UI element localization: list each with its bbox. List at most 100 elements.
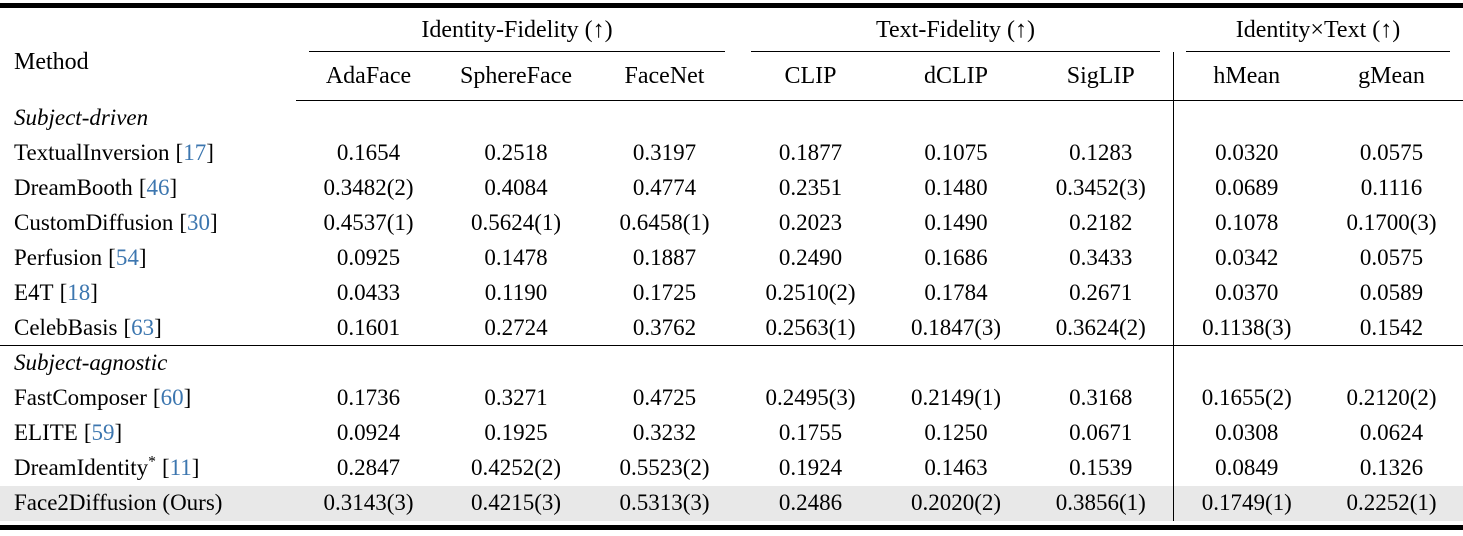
method-name: Face2Diffusion (Ours): [14, 490, 223, 515]
citation: [30]: [179, 210, 218, 235]
table-row: E4T [18] 0.0433 0.1190 0.1725 0.2510(2) 0…: [0, 275, 1463, 311]
column-header-hmean: hMean: [1172, 52, 1320, 101]
metric-cell: 0.1700(3): [1346, 210, 1437, 235]
metric-cell: 0.3482(2): [323, 175, 414, 200]
metric-cell: 0.1847(3): [910, 314, 1002, 340]
citation-link[interactable]: 63: [131, 314, 155, 340]
metric-cell: 0.1784: [924, 280, 988, 305]
metric-cell: 0.4774: [632, 175, 697, 200]
citation-link[interactable]: 59: [91, 420, 115, 445]
section-row-spacer: [1172, 100, 1463, 136]
asterisk-marker: *: [148, 453, 156, 471]
section-row: Subject-driven: [0, 100, 1463, 136]
results-table-frame: Method Identity-Fidelity (↑) Text-Fideli…: [0, 3, 1463, 530]
metric-cell: 0.1539: [1069, 455, 1133, 480]
metric-cell: 0.1655(2): [1172, 380, 1320, 416]
metric-cell: 0.3271: [484, 385, 548, 410]
table-row: FastComposer [60] 0.1736 0.3271 0.4725 0.…: [0, 380, 1463, 416]
method-name: TextualInversion: [14, 140, 170, 165]
metric-cell: 0.2563(1): [765, 314, 856, 340]
metric-cell: 0.0624: [1359, 420, 1424, 445]
metric-cell: 0.0433: [336, 280, 401, 305]
metric-cell: 0.0924: [336, 420, 401, 445]
section-row: Subject-agnostic: [0, 345, 1463, 381]
method-cell: ELITE [59]: [0, 416, 296, 451]
citation-link[interactable]: 11: [169, 455, 192, 480]
metric-cell: 0.0308: [1172, 415, 1320, 451]
table-row: DreamIdentity* [11] 0.2847 0.4252(2) 0.55…: [0, 450, 1463, 486]
metric-cell: 0.1686: [924, 245, 988, 270]
citation-link[interactable]: 18: [67, 280, 91, 305]
metric-cell: 0.2518: [484, 140, 548, 165]
metric-cell: 0.5523(2): [619, 455, 710, 480]
method-cell: CustomDiffusion [30]: [0, 206, 296, 241]
method-cell: Face2Diffusion (Ours): [0, 485, 296, 521]
citation-link[interactable]: 60: [160, 385, 184, 410]
citation-link[interactable]: 30: [187, 210, 210, 235]
table-row: DreamBooth [46] 0.3482(2) 0.4084 0.4774 0…: [0, 170, 1463, 206]
column-header-siglip: SigLIP: [1029, 52, 1173, 101]
metric-cell: 0.3856(1): [1029, 485, 1173, 521]
metric-cell: 0.2495(3): [765, 385, 856, 410]
metric-cell: 0.2490: [778, 245, 843, 270]
citation: [63]: [123, 314, 162, 340]
subheader-row: AdaFace SphereFace FaceNet CLIP dCLIP Si…: [0, 52, 1463, 101]
metric-cell: 0.0925: [336, 245, 401, 270]
metric-cell: 0.5624(1): [470, 210, 562, 235]
citation: [17]: [175, 140, 214, 165]
metric-cell: 0.1924: [778, 455, 843, 480]
metric-cell: 0.0849: [1172, 450, 1320, 486]
metric-cell: 0.0575: [1359, 140, 1424, 165]
citation: [18]: [59, 280, 98, 305]
group-header-text-fidelity: Text-Fidelity (↑): [738, 8, 1173, 52]
cmidrule: [309, 51, 725, 52]
cmidrule: [751, 51, 1160, 52]
metric-cell: 0.1075: [924, 140, 988, 165]
metric-cell: 0.5313(3): [591, 485, 738, 521]
method-name: DreamIdentity: [14, 455, 149, 480]
citation-link[interactable]: 17: [183, 140, 207, 165]
metric-cell: 0.1542: [1359, 314, 1424, 340]
metric-cell: 0.2671: [1069, 280, 1133, 305]
metric-cell: 0.2351: [778, 175, 843, 200]
table-row: Perfusion [54] 0.0925 0.1478 0.1887 0.249…: [0, 240, 1463, 276]
citation-link[interactable]: 54: [115, 245, 139, 270]
metric-cell: 0.1463: [924, 455, 988, 480]
group-header-row: Method Identity-Fidelity (↑) Text-Fideli…: [0, 8, 1463, 75]
metric-cell: 0.0370: [1172, 275, 1320, 311]
metric-cell: 0.2120(2): [1346, 385, 1437, 410]
metric-cell: 0.2149(1): [910, 385, 1002, 410]
method-cell: TextualInversion [17]: [0, 136, 296, 171]
metric-cell: 0.1490: [924, 210, 988, 235]
citation-link[interactable]: 46: [146, 175, 170, 200]
metric-cell: 0.2510(2): [765, 280, 856, 305]
metric-cell: 0.3232: [632, 420, 697, 445]
metric-cell: 0.1283: [1069, 140, 1133, 165]
metric-cell: 0.3197: [632, 140, 697, 165]
method-name: CelebBasis: [14, 314, 118, 340]
metric-cell: 0.1480: [924, 175, 988, 200]
metric-cell: 0.1190: [484, 280, 548, 305]
citation: [11]: [161, 455, 200, 480]
metric-cell: 0.0575: [1359, 245, 1424, 270]
column-header-gmean: gMean: [1320, 52, 1463, 101]
table-row: CelebBasis [63] 0.1601 0.2724 0.3762 0.25…: [0, 310, 1463, 346]
metric-cell: 0.2486: [738, 485, 883, 521]
metric-cell: 0.1725: [632, 280, 697, 305]
metric-cell: 0.4252(2): [470, 455, 562, 480]
metric-cell: 0.1078: [1172, 205, 1320, 241]
metric-cell: 0.1326: [1359, 455, 1424, 480]
column-header-clip: CLIP: [738, 52, 883, 101]
metric-cell: 0.1749(1): [1172, 485, 1320, 521]
table-row: CustomDiffusion [30] 0.4537(1) 0.5624(1) …: [0, 205, 1463, 241]
method-cell: Perfusion [54]: [0, 241, 296, 276]
metric-cell: 0.4725: [632, 385, 697, 410]
metric-cell: 0.0589: [1359, 280, 1424, 305]
table-row-ours-highlighted: Face2Diffusion (Ours) 0.3143(3) 0.4215(3…: [0, 485, 1463, 521]
metric-cell: 0.1925: [484, 420, 548, 445]
group-header-identity-x-text: Identity×Text (↑): [1173, 8, 1463, 52]
section-row-spacer: [1172, 345, 1463, 381]
metric-cell: 0.2847: [336, 455, 401, 480]
metric-cell: 0.1887: [632, 245, 697, 270]
metric-cell: 0.1601: [336, 314, 401, 340]
